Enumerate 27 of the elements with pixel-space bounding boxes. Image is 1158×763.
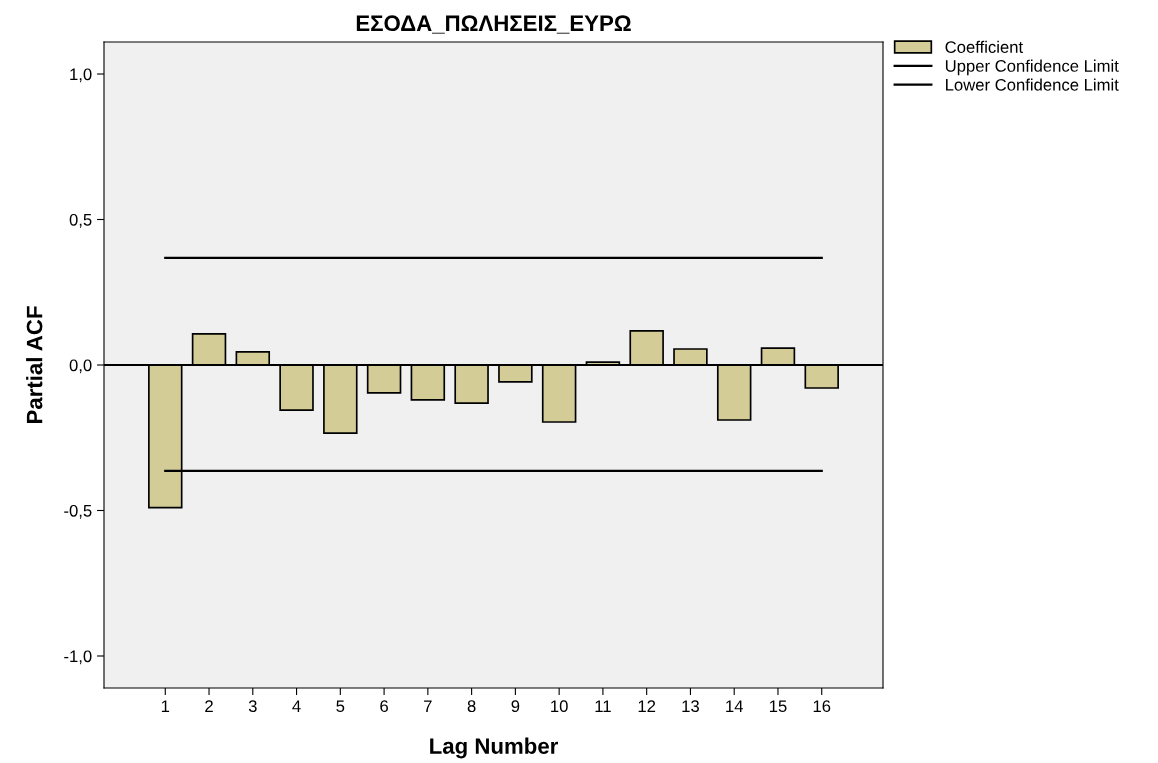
x-tick-label: 3 bbox=[248, 700, 257, 713]
x-tick-label: 12 bbox=[638, 700, 656, 712]
x-tick-label: 2 bbox=[205, 700, 213, 712]
x-tick-label: 11 bbox=[595, 700, 611, 712]
y-tick-label: 1,0 bbox=[70, 68, 92, 83]
y-tick-label: -0,5 bbox=[64, 504, 92, 519]
chart-title: ΕΣΟΔΑ_ΠΩΛΗΣΕΙΣ_ΕΥΡΩ bbox=[356, 15, 631, 34]
x-tick-label: 14 bbox=[726, 700, 743, 712]
x-tick-label: 6 bbox=[380, 700, 388, 713]
legend-label: Coefficient bbox=[945, 40, 1023, 53]
y-tick-label: 0,5 bbox=[69, 213, 92, 228]
x-tick-label: 9 bbox=[511, 700, 520, 713]
x-tick-label: 8 bbox=[467, 700, 476, 713]
x-tick-label: 1 bbox=[161, 700, 170, 712]
x-tick-label: 16 bbox=[813, 700, 831, 713]
legend-label: Upper Confidence Limit bbox=[945, 59, 1119, 76]
x-tick-label: 4 bbox=[292, 700, 301, 712]
legend-label: Lower Confidence Limit bbox=[946, 78, 1119, 91]
x-tick-label: 15 bbox=[769, 700, 787, 713]
x-tick-label: 5 bbox=[336, 700, 345, 713]
x-axis-title: Lag Number bbox=[430, 737, 558, 759]
x-tick-label: 10 bbox=[551, 700, 568, 713]
y-axis-title: Partial ACF bbox=[26, 306, 43, 423]
y-tick-label: -1,0 bbox=[64, 650, 92, 665]
x-tick-label: 13 bbox=[682, 700, 699, 713]
y-tick-label: 0,0 bbox=[69, 359, 92, 374]
x-tick-label: 7 bbox=[424, 700, 432, 712]
